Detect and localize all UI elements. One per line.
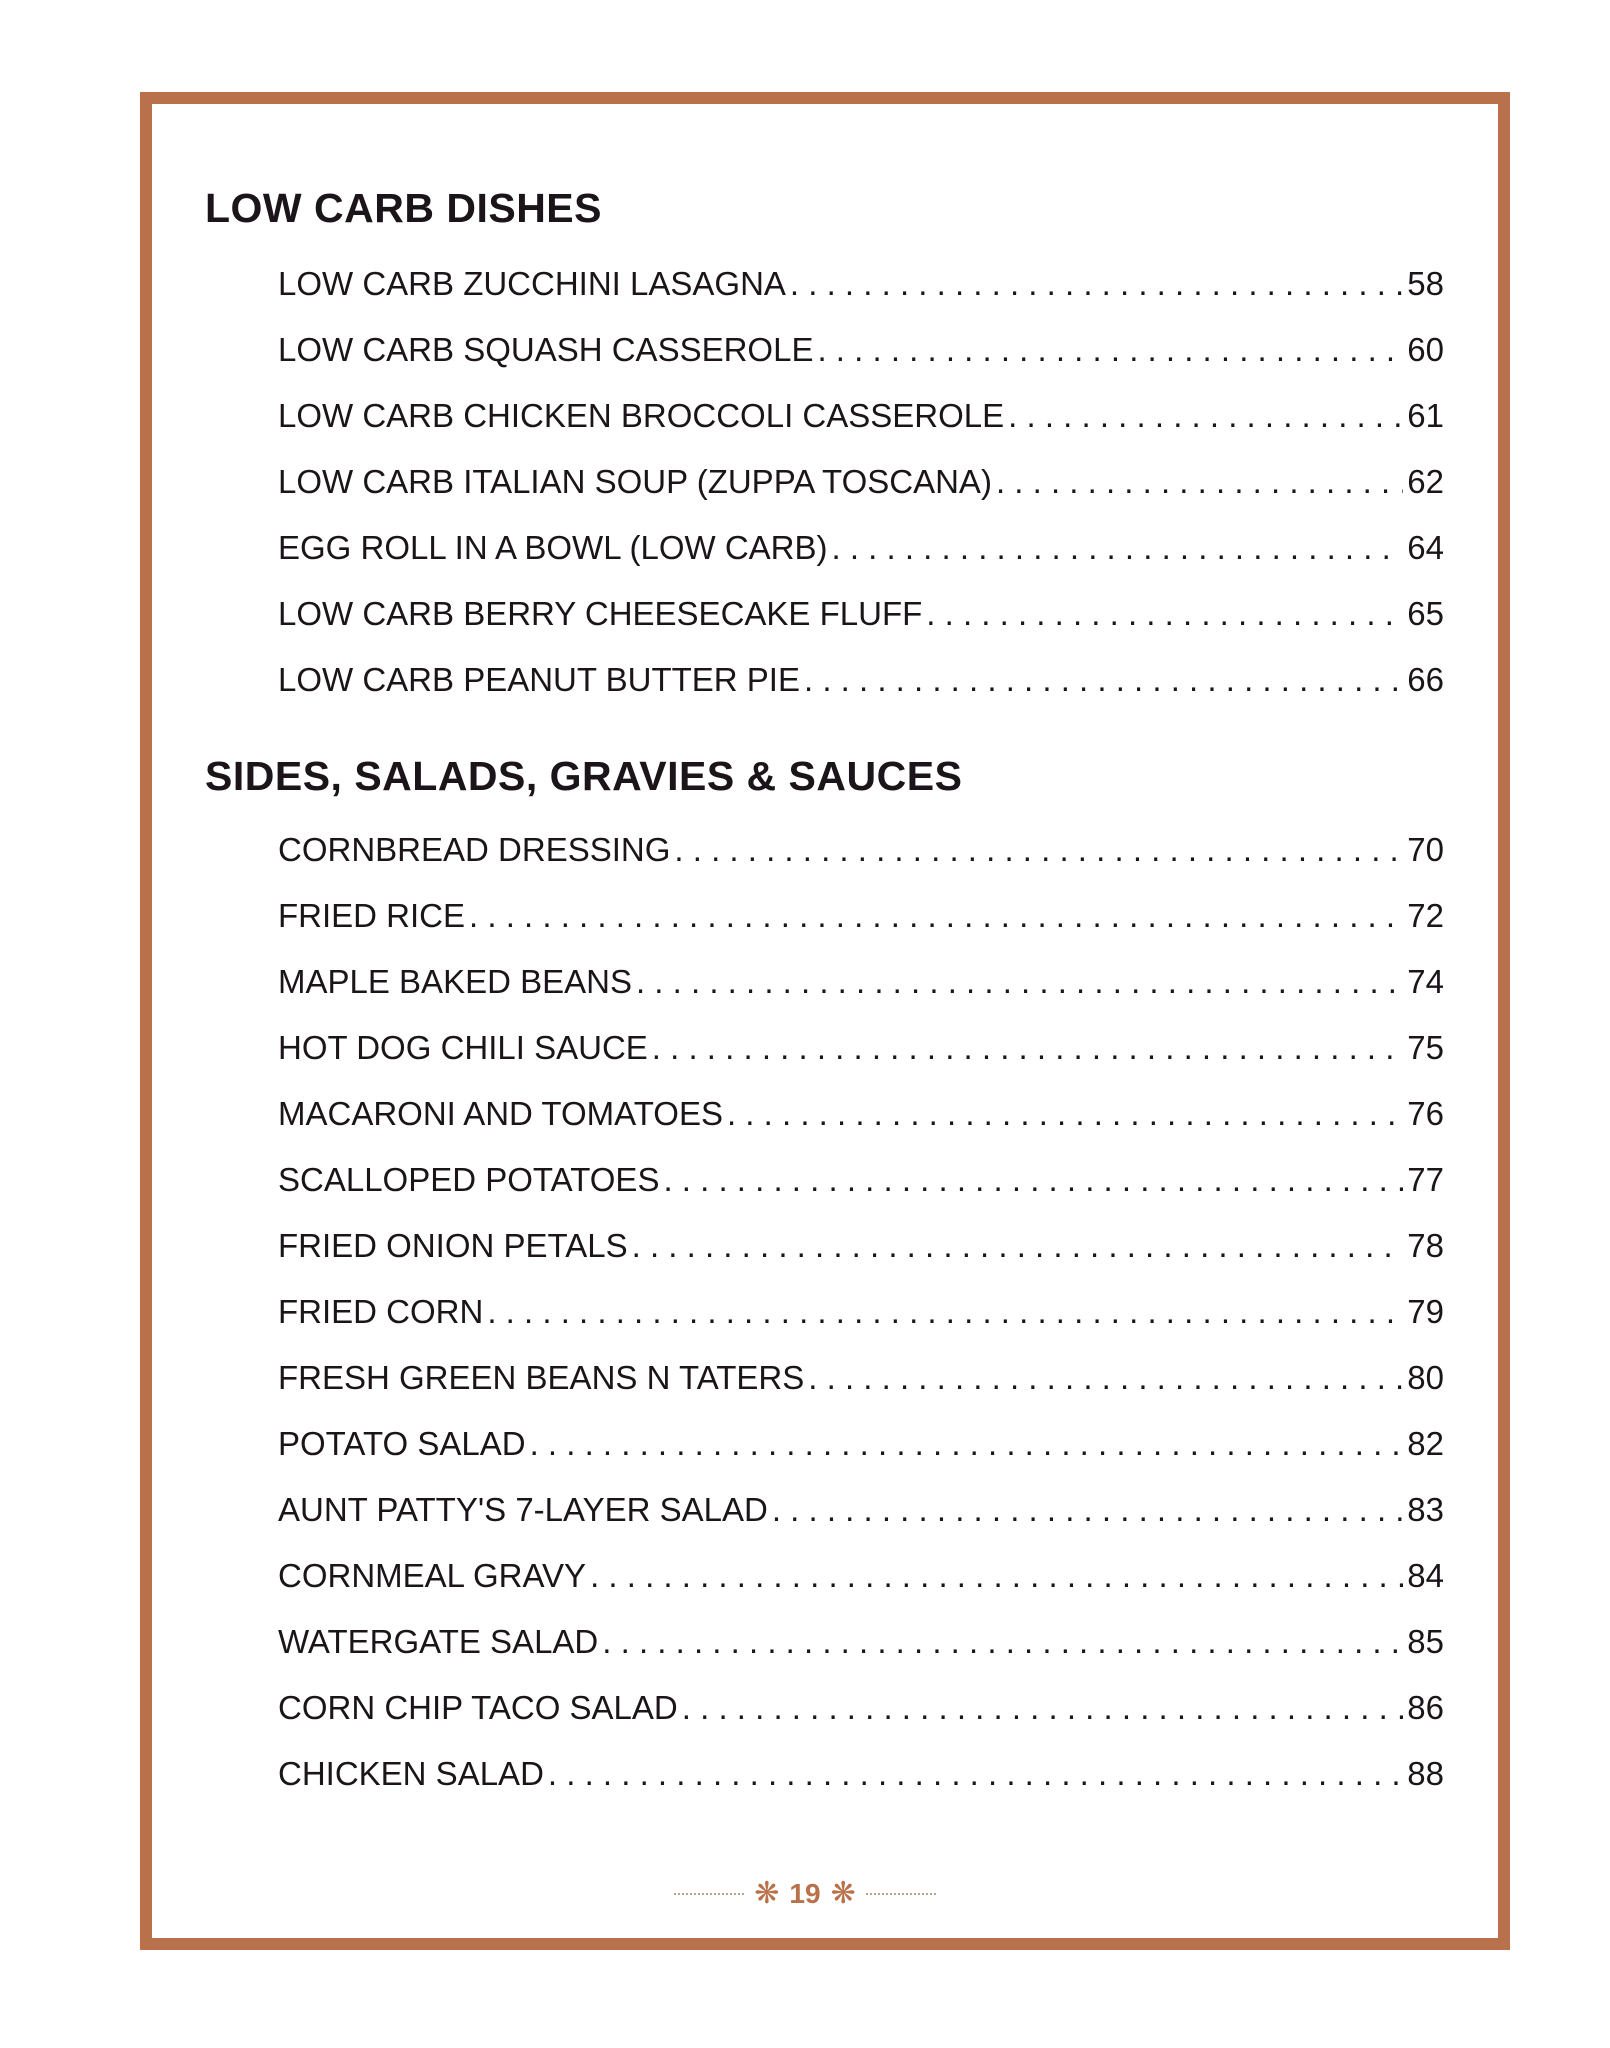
dot-leader [682, 1689, 1404, 1727]
entry-page: 66 [1407, 661, 1444, 698]
dot-leader [469, 897, 1403, 935]
toc-entry[interactable]: LOW CARB SQUASH CASSEROLE 60 [278, 331, 1444, 397]
dot-leader [632, 1227, 1404, 1265]
entry-title: SCALLOPED POTATOES [278, 1161, 660, 1198]
entry-page: 78 [1407, 1227, 1444, 1264]
entry-title: WATERGATE SALAD [278, 1623, 599, 1660]
toc-entry[interactable]: AUNT PATTY'S 7-LAYER SALAD 83 [278, 1491, 1444, 1557]
dot-leader [832, 529, 1404, 567]
entry-page: 60 [1407, 331, 1444, 368]
entry-page: 64 [1407, 529, 1444, 566]
dot-leader [548, 1755, 1403, 1793]
entry-page: 86 [1407, 1689, 1444, 1726]
entry-title: LOW CARB ZUCCHINI LASAGNA [278, 265, 786, 302]
entry-title: FRIED RICE [278, 897, 466, 934]
toc-entry[interactable]: LOW CARB PEANUT BUTTER PIE 66 [278, 661, 1444, 727]
toc-entry[interactable]: CORNBREAD DRESSING 70 [278, 831, 1444, 897]
dot-leader [590, 1557, 1403, 1595]
entry-title: LOW CARB BERRY CHEESECAKE FLUFF [278, 595, 923, 632]
dot-leader [663, 1161, 1403, 1199]
entry-title: FRIED CORN [278, 1293, 484, 1330]
entry-page: 74 [1407, 963, 1444, 1000]
toc-entry[interactable]: FRIED CORN 79 [278, 1293, 1444, 1359]
divider [674, 1892, 745, 1895]
toc-entry[interactable]: MACARONI AND TOMATOES 76 [278, 1095, 1444, 1161]
dot-leader [790, 265, 1403, 303]
toc-entry[interactable]: CHICKEN SALAD 88 [278, 1755, 1444, 1821]
entry-page: 82 [1407, 1425, 1444, 1462]
page-number: 19 [789, 1877, 821, 1909]
dot-leader [804, 661, 1403, 699]
page-border [140, 92, 1510, 1950]
toc-list-sides: CORNBREAD DRESSING 70 FRIED RICE 72 MAPLE BA… [278, 831, 1444, 1821]
entry-page: 62 [1407, 463, 1444, 500]
entry-title: CHICKEN SALAD [278, 1755, 544, 1792]
dot-leader [926, 595, 1403, 633]
entry-page: 84 [1407, 1557, 1444, 1594]
entry-page: 83 [1407, 1491, 1444, 1528]
toc-entry[interactable]: SCALLOPED POTATOES 77 [278, 1161, 1444, 1227]
entry-title: CORNBREAD DRESSING [278, 831, 671, 868]
toc-entry[interactable]: CORNMEAL GRAVY 84 [278, 1557, 1444, 1623]
entry-page: 76 [1407, 1095, 1444, 1132]
dot-leader [996, 463, 1403, 501]
entry-page: 58 [1407, 265, 1444, 302]
toc-entry[interactable]: FRESH GREEN BEANS N TATERS 80 [278, 1359, 1444, 1425]
toc-entry[interactable]: FRIED ONION PETALS 78 [278, 1227, 1444, 1293]
entry-title: LOW CARB PEANUT BUTTER PIE [278, 661, 800, 698]
toc-entry[interactable]: LOW CARB ITALIAN SOUP (ZUPPA TOSCANA) 62 [278, 463, 1444, 529]
entry-page: 79 [1407, 1293, 1444, 1330]
page-footer: ❋ 19 ❋ [0, 1876, 1610, 1911]
dot-leader [602, 1623, 1403, 1661]
dot-leader [817, 331, 1403, 369]
entry-page: 77 [1407, 1161, 1444, 1198]
entry-title: POTATO SALAD [278, 1425, 526, 1462]
entry-title: HOT DOG CHILI SAUCE [278, 1029, 648, 1066]
entry-title: LOW CARB SQUASH CASSEROLE [278, 331, 814, 368]
toc-entry[interactable]: WATERGATE SALAD 85 [278, 1623, 1444, 1689]
flourish-icon: ❋ [830, 1877, 856, 1910]
entry-title: EGG ROLL IN A BOWL (LOW CARB) [278, 529, 828, 566]
dot-leader [674, 831, 1403, 869]
toc-entry[interactable]: POTATO SALAD 82 [278, 1425, 1444, 1491]
toc-entry[interactable]: FRIED RICE 72 [278, 897, 1444, 963]
toc-entry[interactable]: LOW CARB BERRY CHEESECAKE FLUFF 65 [278, 595, 1444, 661]
dot-leader [652, 1029, 1403, 1067]
dot-leader [487, 1293, 1403, 1331]
toc-entry[interactable]: LOW CARB CHICKEN BROCCOLI CASSEROLE 61 [278, 397, 1444, 463]
toc-entry[interactable]: LOW CARB ZUCCHINI LASAGNA 58 [278, 265, 1444, 331]
entry-page: 85 [1407, 1623, 1444, 1660]
section-heading: LOW CARB DISHES [205, 185, 602, 231]
dot-leader [808, 1359, 1403, 1397]
dot-leader [772, 1491, 1403, 1529]
entry-title: LOW CARB ITALIAN SOUP (ZUPPA TOSCANA) [278, 463, 992, 500]
entry-title: MACARONI AND TOMATOES [278, 1095, 723, 1132]
toc-entry[interactable]: EGG ROLL IN A BOWL (LOW CARB) 64 [278, 529, 1444, 595]
entry-page: 61 [1407, 397, 1444, 434]
toc-entry[interactable]: CORN CHIP TACO SALAD 86 [278, 1689, 1444, 1755]
dot-leader [636, 963, 1403, 1001]
entry-title: CORNMEAL GRAVY [278, 1557, 587, 1594]
entry-title: FRIED ONION PETALS [278, 1227, 628, 1264]
entry-page: 80 [1407, 1359, 1444, 1396]
entry-page: 75 [1407, 1029, 1444, 1066]
dot-leader [530, 1425, 1404, 1463]
toc-entry[interactable]: MAPLE BAKED BEANS 74 [278, 963, 1444, 1029]
entry-page: 70 [1407, 831, 1444, 868]
entry-page: 72 [1407, 897, 1444, 934]
flourish-icon: ❋ [754, 1877, 780, 1910]
entry-page: 65 [1407, 595, 1444, 632]
section-heading: SIDES, SALADS, GRAVIES & SAUCES [205, 753, 963, 799]
entry-title: AUNT PATTY'S 7-LAYER SALAD [278, 1491, 768, 1528]
entry-title: LOW CARB CHICKEN BROCCOLI CASSEROLE [278, 397, 1005, 434]
entry-title: FRESH GREEN BEANS N TATERS [278, 1359, 805, 1396]
entry-page: 88 [1407, 1755, 1444, 1792]
toc-list-low-carb: LOW CARB ZUCCHINI LASAGNA 58 LOW CARB SQUA… [278, 265, 1444, 727]
toc-entry[interactable]: HOT DOG CHILI SAUCE 75 [278, 1029, 1444, 1095]
dot-leader [1008, 397, 1403, 435]
divider [865, 1892, 936, 1895]
dot-leader [727, 1095, 1403, 1133]
entry-title: MAPLE BAKED BEANS [278, 963, 632, 1000]
entry-title: CORN CHIP TACO SALAD [278, 1689, 678, 1726]
